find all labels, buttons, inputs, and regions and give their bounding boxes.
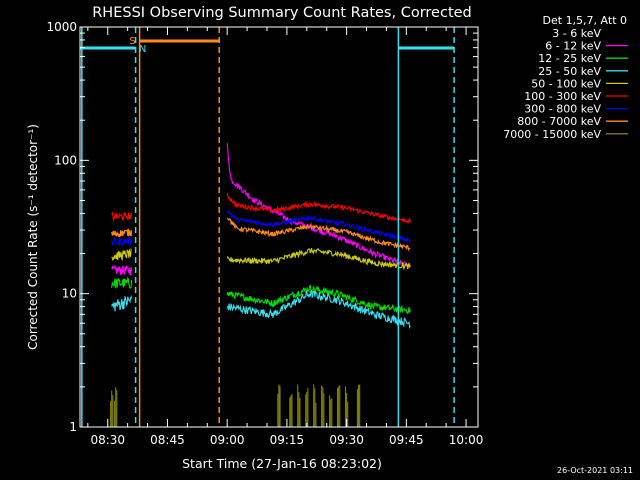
series-line-7 bbox=[226, 217, 411, 252]
x-tick-label-4: 09:30 bbox=[329, 433, 364, 447]
y-axis-label: Corrected Count Rate (s⁻¹ detector⁻¹) bbox=[26, 124, 40, 350]
x-tick-label-5: 09:45 bbox=[389, 433, 424, 447]
legend-label-6: 300 - 800 keV bbox=[524, 103, 601, 116]
legend-title: Det 1,5,7, Att 0 bbox=[543, 14, 627, 27]
plot-frame bbox=[79, 26, 479, 428]
legend-label-2: 12 - 25 keV bbox=[538, 52, 601, 65]
x-tick-label-0: 08:30 bbox=[90, 433, 125, 447]
plot-area: SN 08:30 08:45 09:00 09:15 09:30 09:45 10:00 1 10… bbox=[46, 20, 483, 447]
y-tick-label-3: 1000 bbox=[46, 20, 77, 34]
legend-label-8: 7000 - 15000 keV bbox=[503, 128, 601, 141]
flag-label-0: S bbox=[129, 36, 135, 47]
legend-label-4: 50 - 100 keV bbox=[531, 77, 601, 90]
series-line-4 bbox=[111, 248, 132, 262]
flag-label-1: N bbox=[139, 44, 146, 55]
chart-title: RHESSI Observing Summary Count Rates, Co… bbox=[92, 5, 472, 21]
legend-label-5: 100 - 300 keV bbox=[524, 90, 601, 103]
series-line-0 bbox=[226, 147, 411, 202]
timestamp: 26-Oct-2021 03:11 bbox=[557, 466, 633, 475]
y-tick-label-2: 100 bbox=[54, 153, 77, 167]
series-line-3 bbox=[226, 289, 411, 330]
series-line-5 bbox=[226, 192, 411, 224]
series-line-6 bbox=[226, 209, 411, 244]
legend-label-7: 800 - 7000 keV bbox=[517, 115, 601, 128]
series-line-0 bbox=[111, 194, 133, 202]
legend-label-0: 3 - 6 keV bbox=[552, 27, 601, 40]
series-line-6 bbox=[111, 235, 133, 248]
series-line-2 bbox=[111, 276, 133, 289]
x-tick-label-2: 09:00 bbox=[210, 433, 245, 447]
series-line-3 bbox=[111, 295, 133, 312]
x-tick-label-1: 08:45 bbox=[150, 433, 185, 447]
x-axis-label: Start Time (27-Jan-16 08:23:02) bbox=[182, 456, 382, 471]
x-tick-label-3: 09:15 bbox=[270, 433, 305, 447]
series-line-5 bbox=[111, 211, 133, 222]
y-tick-label-1: 10 bbox=[62, 287, 77, 301]
legend-label-3: 25 - 50 keV bbox=[538, 65, 601, 78]
series-line-4 bbox=[226, 248, 411, 270]
series-line-2 bbox=[226, 284, 411, 315]
x-tick-label-6: 10:00 bbox=[449, 433, 484, 447]
y-tick-label-0: 1 bbox=[69, 420, 77, 434]
series-line-1 bbox=[111, 263, 133, 276]
series-line-7 bbox=[111, 228, 133, 238]
legend-label-1: 6 - 12 keV bbox=[545, 40, 601, 53]
